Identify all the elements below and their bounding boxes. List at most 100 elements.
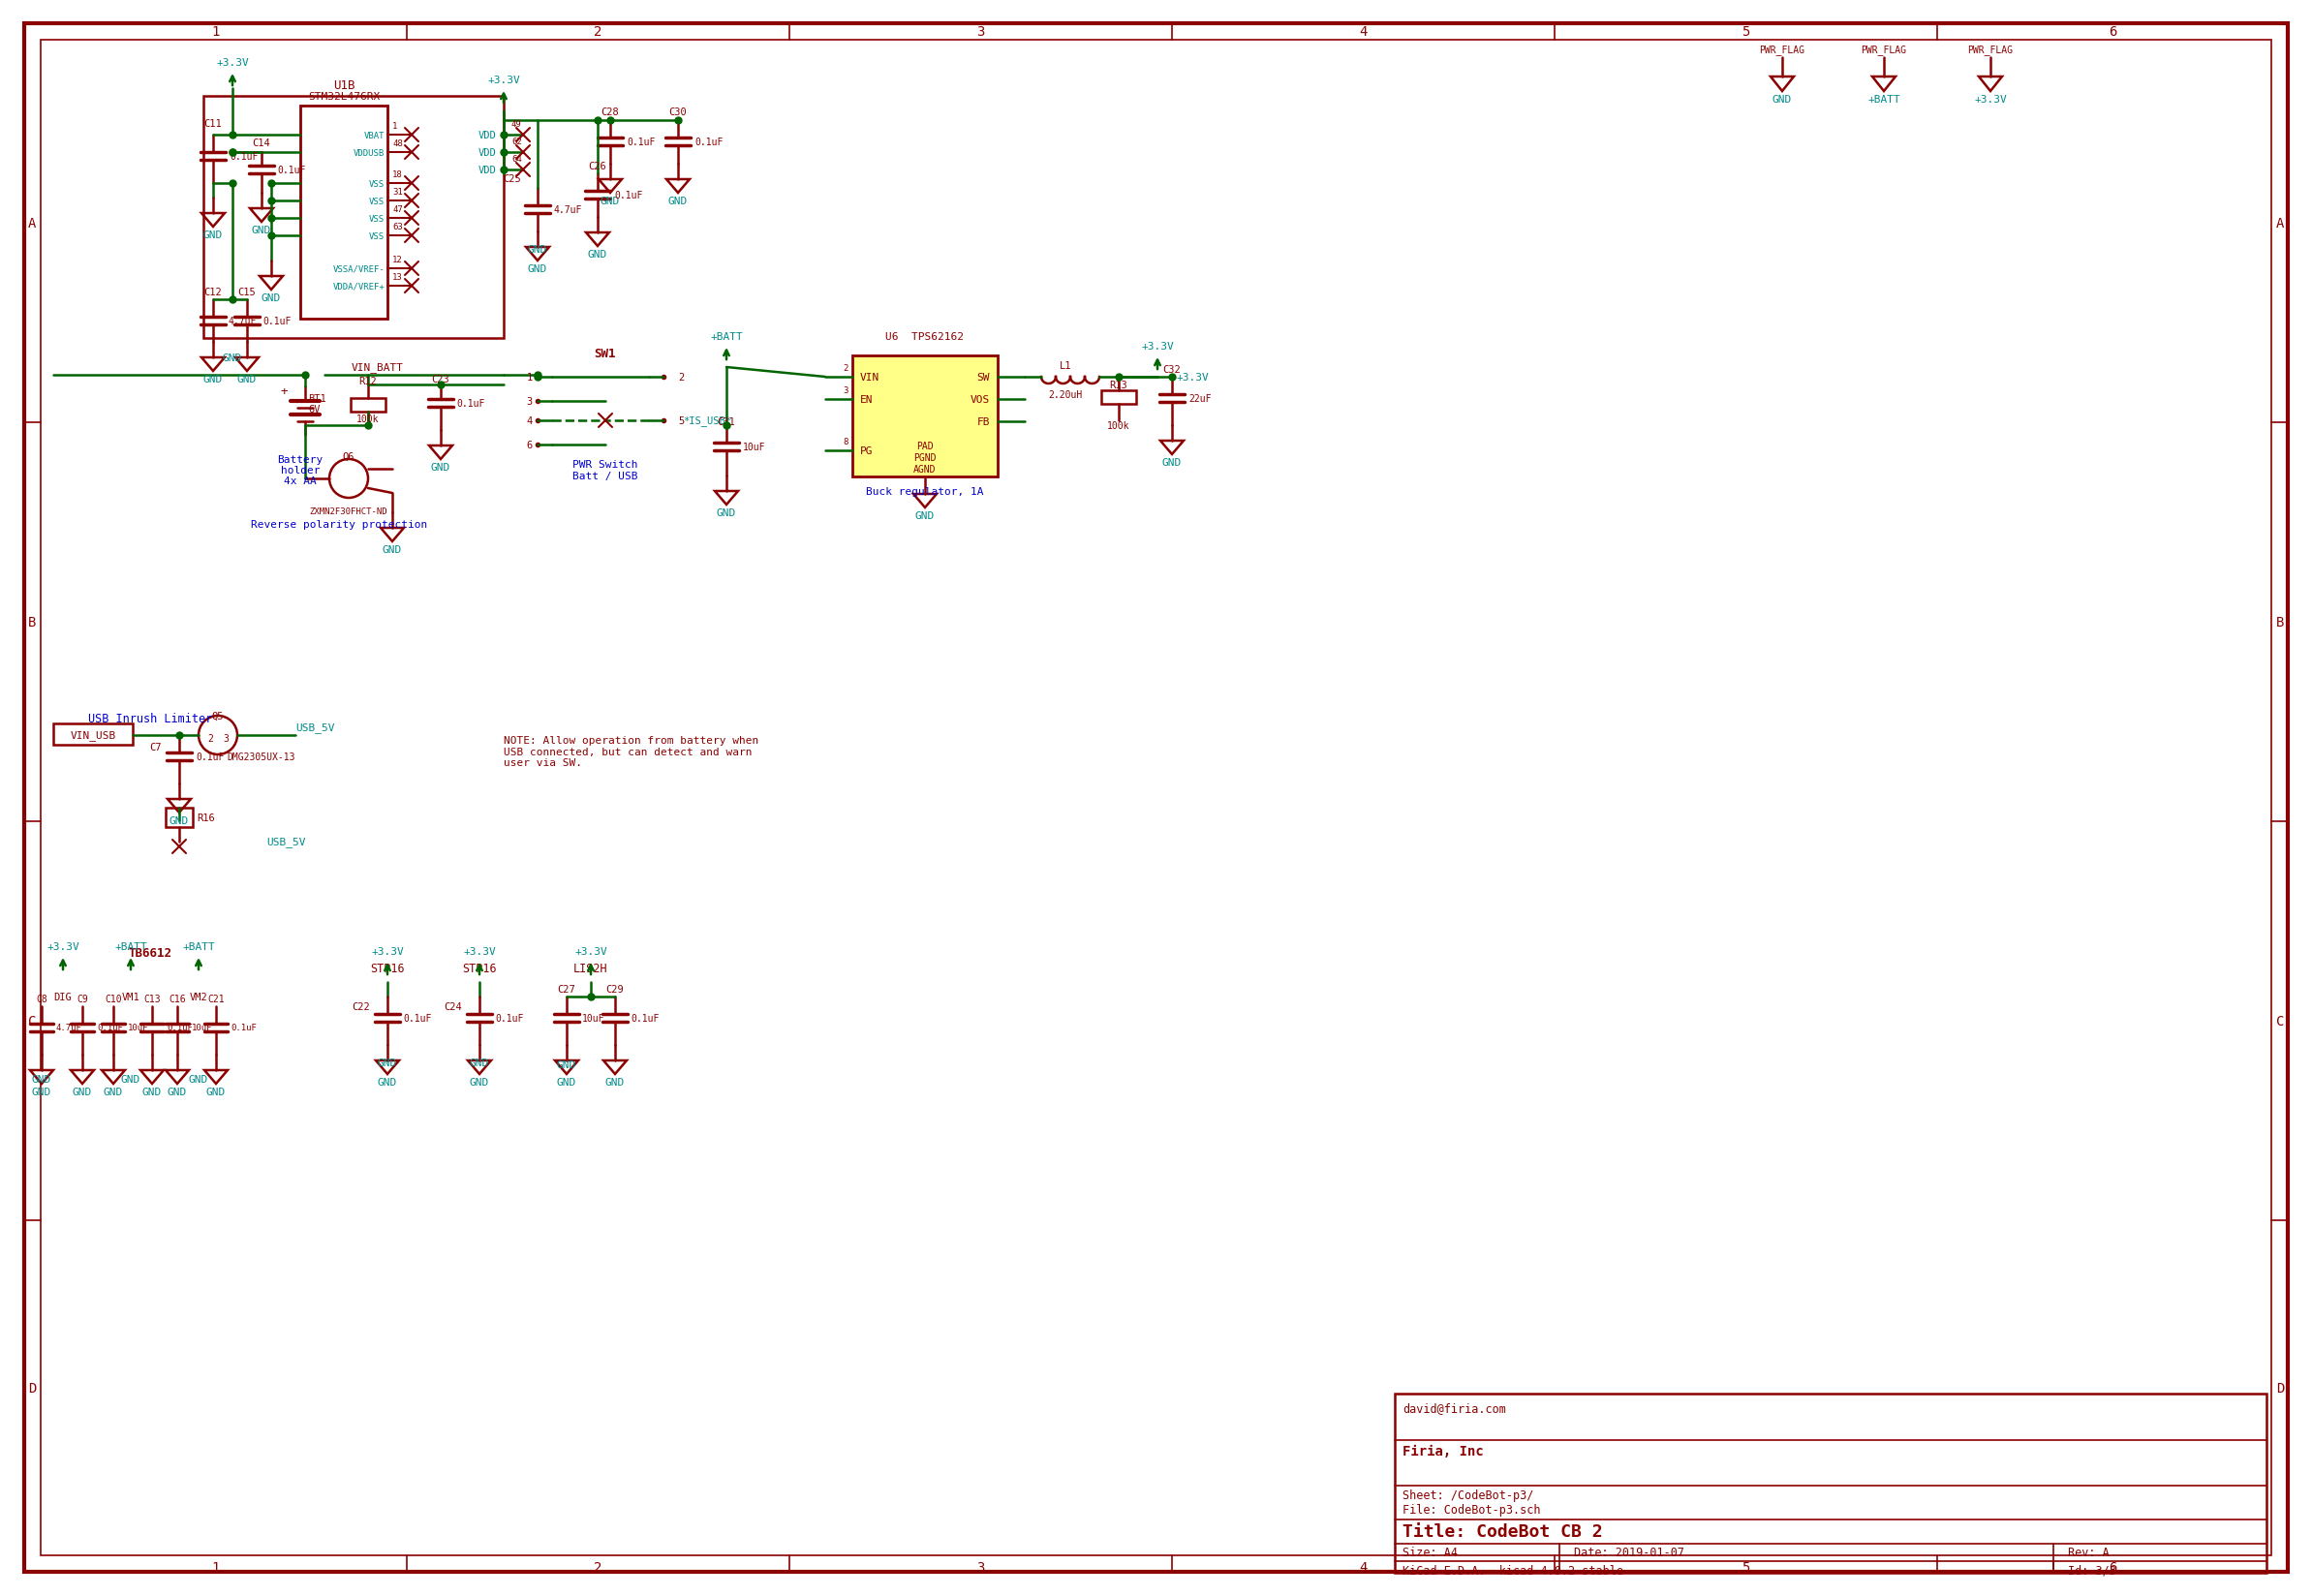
Text: 3: 3	[976, 26, 985, 38]
Text: C23: C23	[432, 375, 451, 385]
Text: 64: 64	[511, 155, 523, 163]
Text: GND: GND	[190, 1074, 208, 1084]
Polygon shape	[467, 1061, 490, 1074]
Text: +3.3V: +3.3V	[573, 946, 608, 956]
Text: 2: 2	[677, 372, 684, 383]
Text: U1B: U1B	[333, 78, 354, 91]
Text: 0.1uF: 0.1uF	[631, 1013, 659, 1023]
Text: 5: 5	[677, 417, 684, 426]
Text: FB: FB	[976, 417, 990, 426]
Text: STM32L476RX: STM32L476RX	[307, 93, 379, 102]
Text: SW: SW	[976, 372, 990, 383]
Text: A: A	[28, 217, 37, 230]
Text: GND: GND	[587, 249, 608, 260]
Text: D: D	[28, 1381, 37, 1395]
Polygon shape	[913, 495, 936, 508]
Text: GND: GND	[169, 816, 190, 825]
Text: VM2: VM2	[190, 993, 208, 1002]
Text: 4: 4	[1359, 26, 1366, 38]
Text: VBAT: VBAT	[363, 131, 384, 140]
Polygon shape	[250, 209, 273, 222]
Bar	[351, 399, 386, 412]
Text: STP16: STP16	[462, 961, 497, 974]
Text: LIS2H: LIS2H	[573, 961, 608, 974]
Text: 49: 49	[511, 120, 523, 129]
Text: PWR_FLAG: PWR_FLAG	[1968, 45, 2014, 56]
Text: A: A	[2275, 217, 2284, 230]
Text: C31: C31	[717, 417, 735, 426]
Text: GND: GND	[252, 225, 271, 235]
Bar	[203, 97, 504, 338]
Text: 2: 2	[594, 1561, 601, 1574]
Text: VSS: VSS	[370, 214, 384, 223]
Polygon shape	[1873, 78, 1896, 93]
Polygon shape	[1771, 78, 1794, 93]
Text: 0.1uF: 0.1uF	[197, 752, 224, 761]
Text: USB Inrush Limiter: USB Inrush Limiter	[88, 712, 213, 725]
Text: Batt / USB: Batt / USB	[573, 471, 638, 480]
Text: 5: 5	[1741, 1561, 1750, 1574]
Polygon shape	[585, 233, 610, 247]
Text: R12: R12	[358, 377, 377, 386]
Text: DIG: DIG	[53, 993, 72, 1002]
Text: C14: C14	[252, 139, 271, 148]
Text: C: C	[28, 1015, 37, 1028]
Text: BT1: BT1	[307, 394, 326, 404]
Bar	[853, 356, 999, 477]
Text: GND: GND	[238, 375, 257, 385]
Polygon shape	[525, 247, 550, 262]
Text: GND: GND	[203, 375, 222, 385]
Text: GND: GND	[668, 196, 687, 206]
Text: Firia, Inc: Firia, Inc	[1403, 1444, 1484, 1457]
Text: GND: GND	[606, 1077, 624, 1087]
Text: GND: GND	[916, 511, 934, 520]
Polygon shape	[714, 492, 738, 506]
Bar	[1101, 391, 1135, 404]
Text: VIN_USB: VIN_USB	[69, 731, 116, 741]
Text: C22: C22	[351, 1002, 370, 1012]
Text: +3.3V: +3.3V	[462, 946, 495, 956]
Text: Date: 2019-01-07: Date: 2019-01-07	[1574, 1545, 1685, 1558]
Text: C13: C13	[143, 994, 160, 1004]
Text: +3.3V: +3.3V	[372, 946, 405, 956]
Polygon shape	[236, 358, 259, 372]
Text: PWR_FLAG: PWR_FLAG	[1861, 45, 1907, 56]
Text: B: B	[2275, 616, 2284, 629]
Polygon shape	[599, 180, 622, 193]
Text: C15: C15	[238, 287, 257, 297]
Text: 10uF: 10uF	[583, 1013, 606, 1023]
Text: 100k: 100k	[356, 415, 379, 425]
Text: U6  TPS62162: U6 TPS62162	[885, 332, 964, 342]
Text: C29: C29	[606, 985, 624, 994]
Text: 63: 63	[393, 222, 402, 231]
Text: +3.3V: +3.3V	[488, 75, 520, 85]
Text: KiCad E.D.A.  kicad 4.0.2-stable: KiCad E.D.A. kicad 4.0.2-stable	[1403, 1564, 1623, 1577]
Text: GND: GND	[166, 1087, 187, 1096]
Text: C24: C24	[444, 1002, 462, 1012]
Text: 6V: 6V	[307, 404, 319, 415]
Text: 2.20uH: 2.20uH	[1047, 389, 1082, 399]
Polygon shape	[1161, 442, 1184, 455]
Text: VOS: VOS	[971, 394, 990, 404]
Text: 6: 6	[2109, 1561, 2115, 1574]
Polygon shape	[381, 528, 405, 543]
Text: VDD: VDD	[479, 148, 495, 158]
Text: GND: GND	[430, 463, 451, 472]
Text: 3: 3	[222, 734, 229, 744]
Text: 47: 47	[393, 206, 402, 214]
Text: Buck regulator, 1A: Buck regulator, 1A	[867, 487, 985, 496]
Polygon shape	[72, 1071, 95, 1084]
Text: 4.7uF: 4.7uF	[229, 316, 257, 326]
Text: 22uF: 22uF	[1188, 394, 1211, 404]
Text: GND: GND	[377, 1077, 398, 1087]
Text: +3.3V: +3.3V	[215, 57, 250, 67]
Polygon shape	[166, 800, 192, 812]
Text: 5: 5	[1741, 26, 1750, 38]
Text: 1: 1	[393, 121, 398, 131]
Text: 100k: 100k	[1107, 421, 1131, 431]
Text: Battery: Battery	[277, 455, 324, 464]
Text: C7: C7	[150, 742, 162, 752]
Text: Q6: Q6	[342, 452, 354, 461]
Text: AGND: AGND	[913, 464, 936, 474]
Text: GND: GND	[104, 1087, 123, 1096]
